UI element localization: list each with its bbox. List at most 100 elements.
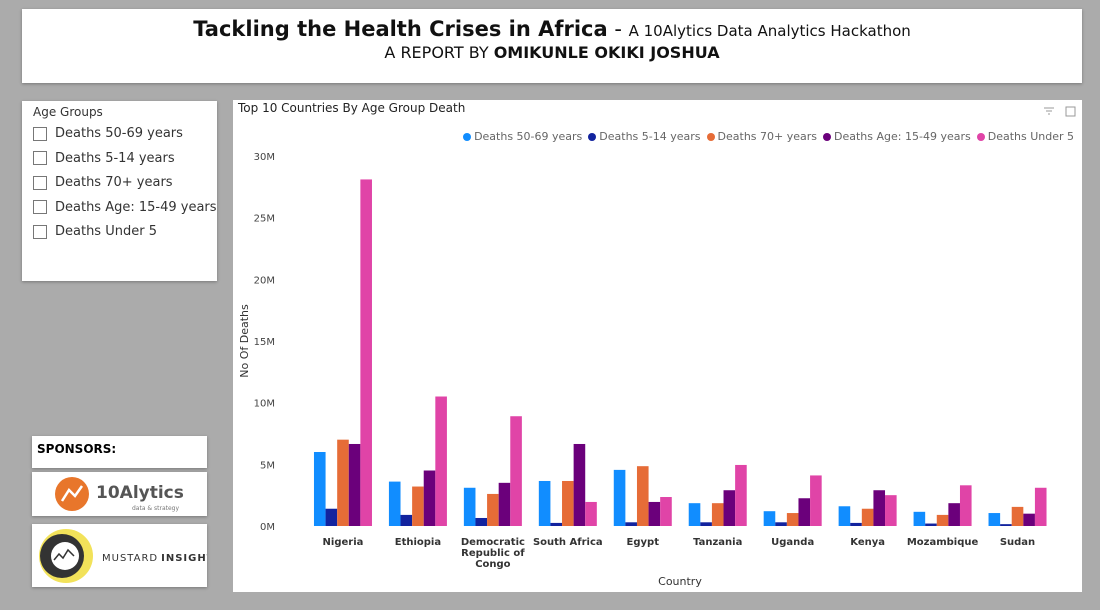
legend-label: Deaths Under 5 xyxy=(987,130,1074,143)
legend-item: Deaths Age: 15-49 years xyxy=(823,130,971,143)
bar xyxy=(873,490,886,526)
title: Tackling the Health Crises in Africa xyxy=(193,17,608,41)
bar xyxy=(763,511,776,526)
bar xyxy=(648,501,661,526)
visual-icons xyxy=(1044,106,1076,117)
legend-item: Deaths Under 5 xyxy=(976,130,1074,143)
bar xyxy=(538,480,551,526)
x-axis-label: Country xyxy=(658,575,702,588)
bar xyxy=(700,522,712,526)
logo-mustard: MUSTARDINSIGHTS xyxy=(32,524,222,587)
y-axis-label: No Of Deaths xyxy=(238,304,251,378)
slicer-title: Age Groups xyxy=(33,105,103,119)
chart-title: Top 10 Countries By Age Group Death xyxy=(237,101,465,115)
logo-tagline: data & strategy xyxy=(132,505,179,512)
legend-label: Deaths 70+ years xyxy=(717,130,818,143)
legend-label: Deaths 5-14 years xyxy=(599,130,701,143)
slicer-item[interactable]: Deaths Age: 15-49 years xyxy=(33,200,217,215)
bar xyxy=(475,517,488,526)
checkbox xyxy=(33,200,47,214)
sponsors: SPONSORS: xyxy=(32,436,207,468)
slicer-label: Deaths 5-14 years xyxy=(55,150,175,166)
bar xyxy=(550,522,563,526)
legend-label: Deaths Age: 15-49 years xyxy=(834,130,971,143)
bar xyxy=(562,480,574,526)
bar xyxy=(613,469,626,526)
legend-item: Deaths 5-14 years xyxy=(588,130,701,143)
slicer-item[interactable]: Deaths 5-14 years xyxy=(33,151,175,166)
bar xyxy=(786,513,799,526)
legend-swatch xyxy=(463,132,472,141)
bar xyxy=(325,508,338,526)
legend: Deaths 50-69 years Deaths 5-14 years Death… xyxy=(457,130,1074,143)
slicer-item[interactable]: Deaths 50-69 years xyxy=(33,126,183,141)
bar xyxy=(775,522,787,526)
slicer-label: Deaths Under 5 xyxy=(55,224,157,239)
bar xyxy=(337,439,349,526)
legend-item: Deaths 70+ years xyxy=(706,130,818,143)
x-tick-label: Mozambique xyxy=(906,537,979,548)
slicer: Age Groups Deaths 50-69 years Deaths 5-14… xyxy=(22,101,217,281)
x-tick-label: Tanzania xyxy=(693,537,743,548)
bar xyxy=(360,179,372,526)
checkbox xyxy=(33,126,47,141)
bar xyxy=(735,464,747,526)
author: OMIKUNLE OKIKI JOSHUA xyxy=(493,43,720,62)
bar xyxy=(435,396,447,526)
bar xyxy=(388,481,401,526)
bar xyxy=(936,514,949,526)
bar xyxy=(585,501,597,526)
slicer-label: Deaths Age: 15-49 years xyxy=(55,199,217,215)
slicer-label: Deaths 50-69 years xyxy=(55,126,183,141)
sponsors-title: SPONSORS: xyxy=(37,442,117,456)
slicer-item[interactable]: Deaths Under 5 xyxy=(33,224,157,239)
logo-name: MUSTARDINSIGHTS xyxy=(102,553,207,564)
logo-name-2: INSIGHTS xyxy=(161,553,207,564)
slicer-label: Deaths 70+ years xyxy=(55,175,173,190)
logo-name: 10Alytics xyxy=(96,483,184,503)
bar xyxy=(400,514,413,526)
bar xyxy=(925,523,937,526)
y-tick-label: 20M xyxy=(254,275,275,286)
bar xyxy=(959,485,972,526)
bar xyxy=(660,497,672,526)
x-tick-label: Sudan xyxy=(999,537,1036,548)
x-tick-label: Ethiopia xyxy=(394,537,442,548)
checkbox xyxy=(33,175,47,190)
logo-graphic: 10Alytics data & strategy xyxy=(55,477,184,512)
bar xyxy=(487,493,499,526)
bar xyxy=(313,452,326,526)
bar xyxy=(723,490,736,526)
byline: A REPORT BY xyxy=(384,43,489,62)
checkbox xyxy=(33,224,47,239)
bar xyxy=(688,503,701,526)
bar xyxy=(988,513,1001,526)
x-tick-label: Kenya xyxy=(850,537,885,548)
y-tick-label: 0M xyxy=(260,522,275,533)
legend-item: Deaths 50-69 years xyxy=(463,130,582,143)
legend-swatch xyxy=(706,132,715,141)
bar xyxy=(810,475,822,526)
y-tick-label: 15M xyxy=(254,337,275,348)
x-tick-label: Egypt xyxy=(626,537,659,548)
logo-graphic: MUSTARDINSIGHTS xyxy=(39,529,222,583)
x-tick-label: Nigeria xyxy=(322,537,364,548)
x-tick-label: Democratic Republic of Congo xyxy=(460,537,525,570)
bar xyxy=(711,503,724,526)
checkbox xyxy=(33,151,47,165)
bar xyxy=(348,443,361,526)
slicer-item[interactable]: Deaths 70+ years xyxy=(33,175,173,190)
bar xyxy=(412,486,424,526)
y-tick-label: 25M xyxy=(254,214,275,225)
bar xyxy=(510,416,522,526)
bar xyxy=(861,508,874,526)
bar xyxy=(1023,513,1035,526)
subtitle: A 10Alytics Data Analytics Hackathon xyxy=(628,22,911,40)
x-tick-label: Uganda xyxy=(771,537,815,548)
bar xyxy=(636,466,649,526)
y-tick-label: 10M xyxy=(254,399,275,410)
bar xyxy=(948,503,960,526)
